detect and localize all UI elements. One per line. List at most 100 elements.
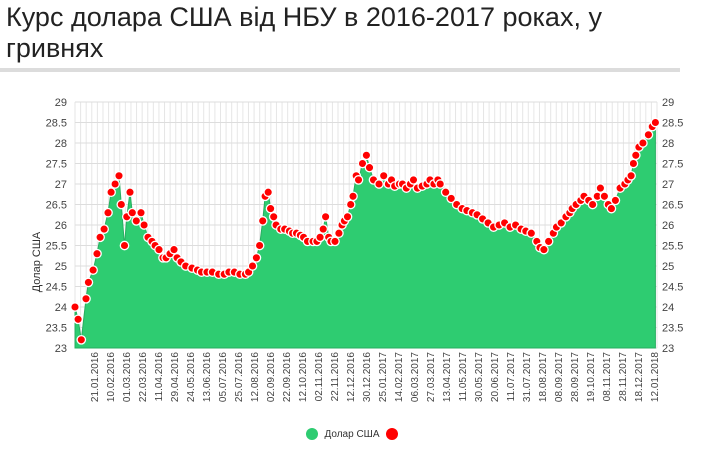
x-tick-label: 31.07.2017: [522, 352, 533, 402]
y-tick-label-right: 23.5: [662, 323, 683, 335]
x-tick-label: 05.07.2016: [218, 352, 229, 402]
data-point-marker: [353, 175, 364, 185]
y-tick-label-right: 23: [662, 343, 674, 355]
y-tick-label-right: 25: [662, 261, 674, 273]
data-point-marker: [265, 203, 276, 214]
left-y-tick-labels: 23 23.5 24 24.5 25 25.5 26 26.5 27 27.5 28 28.5 29: [46, 97, 67, 355]
data-point-marker: [131, 216, 142, 226]
data-point-marker: [125, 187, 135, 198]
x-tick-label: 13.04.2017: [442, 352, 453, 402]
x-tick-label: 28.11.2017: [618, 352, 629, 402]
data-point-marker: [83, 277, 94, 288]
x-tick-label: 22.09.2016: [282, 352, 293, 402]
x-tick-label: 28.09.2017: [570, 352, 581, 402]
x-tick-labels: 21.01.2016 10.02.2016 01.03.2016 22.03.2016…: [90, 352, 661, 402]
data-point-marker: [257, 216, 268, 226]
x-tick-label: 08.11.2017: [602, 352, 613, 402]
x-tick-label: 27.03.2017: [426, 352, 437, 402]
legend-area-swatch[interactable]: [305, 428, 318, 440]
x-tick-label: 18.12.2017: [634, 352, 645, 402]
x-tick-label: 10.02.2016: [106, 352, 117, 402]
x-tick-label: 29.04.2016: [170, 352, 181, 402]
data-point-marker: [81, 293, 91, 304]
data-point-marker: [440, 187, 451, 198]
x-tick-label: 22.03.2016: [138, 352, 149, 402]
data-point-marker: [330, 236, 340, 247]
data-point-marker: [587, 199, 598, 210]
y-tick-label-left: 25: [55, 261, 67, 273]
data-point-marker: [76, 334, 87, 345]
x-tick-label: 08.09.2017: [554, 352, 565, 402]
x-tick-label: 12.12.2016: [346, 352, 357, 402]
data-point-marker: [539, 244, 549, 255]
data-point-marker: [315, 232, 325, 243]
data-point-marker: [110, 179, 120, 189]
y-tick-label-left: 28.5: [46, 118, 67, 130]
y-tick-label-left: 26.5: [46, 200, 67, 212]
data-point-marker: [254, 240, 265, 251]
data-point-marker: [251, 252, 262, 263]
data-point-marker: [116, 199, 127, 210]
x-tick-label: 02.11.2016: [314, 352, 325, 402]
y-tick-label-left: 23: [55, 343, 67, 355]
data-point-marker: [357, 158, 368, 169]
y-tick-label-left: 24.5: [46, 282, 67, 294]
marker-layer: [70, 117, 661, 345]
data-point-marker: [408, 175, 419, 185]
data-point-marker: [638, 138, 648, 148]
data-point-marker: [114, 170, 124, 181]
data-point-marker: [543, 236, 554, 247]
data-point-marker: [73, 314, 83, 325]
data-point-marker: [127, 207, 138, 218]
data-point-marker: [599, 191, 610, 202]
data-point-marker: [268, 211, 279, 222]
x-tick-label: 12.08.2016: [250, 352, 261, 402]
data-point-marker: [378, 170, 389, 181]
x-tick-label: 20.06.2017: [490, 352, 501, 402]
data-point-marker: [342, 211, 353, 222]
legend-area-label[interactable]: Долар США: [324, 428, 380, 440]
data-point-marker: [595, 183, 606, 193]
x-tick-label: 11.07.2017: [506, 352, 517, 402]
data-point-marker: [154, 244, 164, 255]
y-tick-label-right: 26: [662, 220, 674, 232]
y-tick-label-left: 23.5: [46, 323, 67, 335]
data-point-marker: [136, 207, 146, 218]
x-tick-label: 18.08.2017: [538, 352, 549, 402]
y-tick-label-right: 25.5: [662, 241, 683, 253]
data-point-marker: [526, 228, 537, 239]
x-tick-label: 21.01.2016: [90, 352, 101, 402]
y-tick-label-right: 27.5: [662, 159, 683, 171]
y-tick-label-left: 27.5: [46, 159, 67, 171]
data-point-marker: [610, 195, 621, 206]
y-tick-label-right: 24: [662, 302, 674, 314]
data-point-marker: [435, 179, 446, 189]
data-point-marker: [320, 211, 331, 222]
y-tick-label-right: 27: [662, 179, 674, 191]
x-tick-label: 25.07.2016: [234, 352, 245, 402]
x-tick-label: 13.06.2016: [202, 352, 213, 402]
x-tick-label: 06.03.2017: [410, 352, 421, 402]
x-tick-label: 02.09.2016: [266, 352, 277, 402]
legend: Долар США: [0, 428, 704, 440]
y-tick-label-left: 24: [55, 302, 67, 314]
data-point-marker: [247, 261, 258, 271]
y-tick-label-right: 28: [662, 138, 674, 150]
data-point-marker: [361, 150, 372, 161]
data-point-marker: [169, 244, 179, 255]
data-point-marker: [139, 220, 149, 230]
data-point-marker: [318, 224, 329, 234]
y-tick-label-left: 27: [55, 179, 67, 191]
y-tick-label-left: 29: [55, 97, 67, 109]
x-tick-label: 11.04.2016: [154, 352, 165, 402]
data-point-marker: [345, 199, 356, 210]
data-point-marker: [88, 265, 98, 275]
data-point-marker: [334, 228, 344, 239]
x-tick-label: 12.01.2018: [650, 352, 661, 402]
legend-marker-swatch[interactable]: [386, 428, 399, 440]
x-tick-label: 25.01.2017: [378, 352, 389, 402]
data-point-marker: [606, 203, 617, 214]
data-point-marker: [626, 170, 636, 181]
data-point-marker: [643, 129, 654, 140]
data-point-marker: [92, 248, 102, 259]
